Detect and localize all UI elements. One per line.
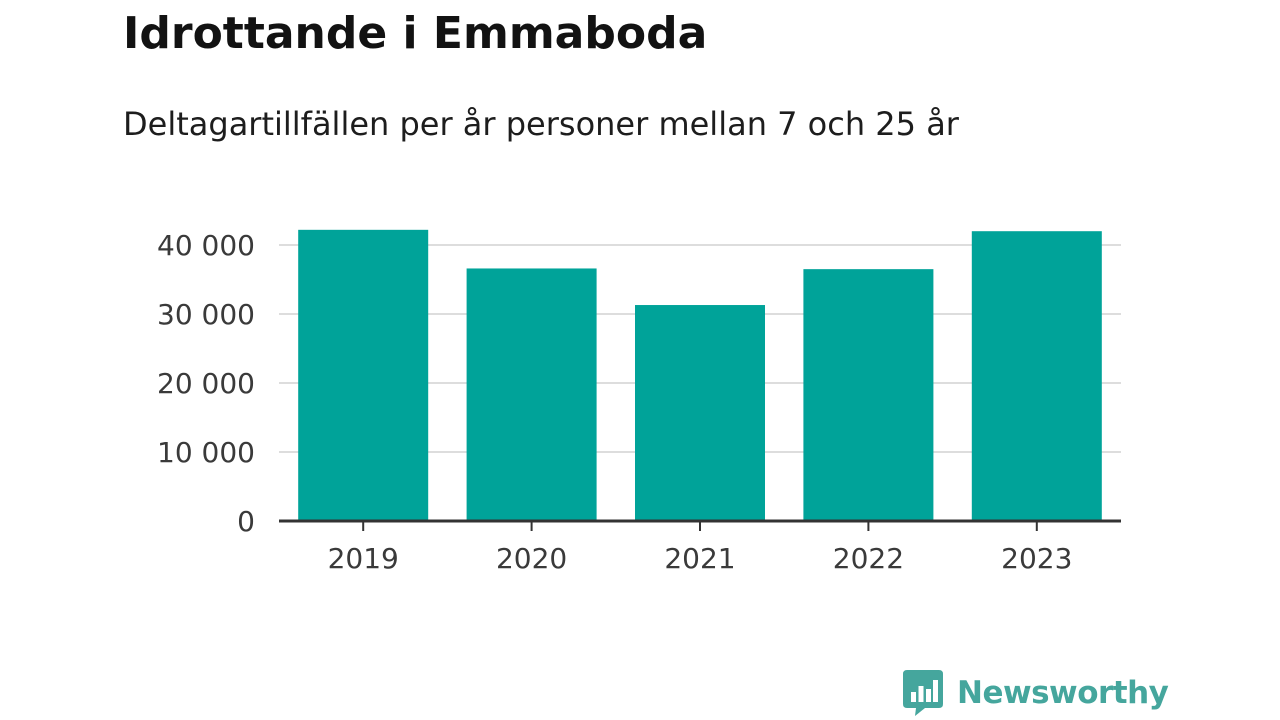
tick-labels: 0 10 000 20 000 30 000 40 000 2019 2020 2021 202… [157, 229, 1072, 575]
bar [466, 268, 597, 521]
x-tick-label: 2021 [664, 542, 735, 575]
bars [298, 229, 1102, 521]
y-tick-label: 10 000 [157, 436, 255, 469]
logo-bar-2 [918, 686, 924, 702]
logo-bar-4 [933, 680, 938, 702]
x-tick-label: 2020 [496, 542, 567, 575]
y-tick-label: 20 000 [157, 367, 255, 400]
newsworthy-logo: Newsworthy [903, 670, 1169, 716]
x-tick-label: 2022 [833, 542, 904, 575]
y-tick-label: 0 [237, 505, 255, 538]
axes [279, 519, 1121, 531]
bar [971, 231, 1102, 521]
y-tick-label: 40 000 [157, 229, 255, 262]
bar [298, 229, 429, 521]
chart-subtitle: Deltagartillfällen per år personer mella… [123, 105, 959, 143]
logo-bar-1 [911, 692, 916, 702]
bar-chart-speech-bubble-icon [903, 670, 943, 716]
logo-bar-3 [926, 689, 931, 702]
chart-title: Idrottande i Emmaboda [123, 8, 708, 59]
bar [635, 305, 765, 521]
brand-name: Newsworthy [957, 675, 1169, 711]
x-tick-label: 2019 [328, 542, 399, 575]
y-tick-label: 30 000 [157, 298, 255, 331]
bar [803, 269, 934, 521]
x-tick-label: 2023 [1001, 542, 1072, 575]
